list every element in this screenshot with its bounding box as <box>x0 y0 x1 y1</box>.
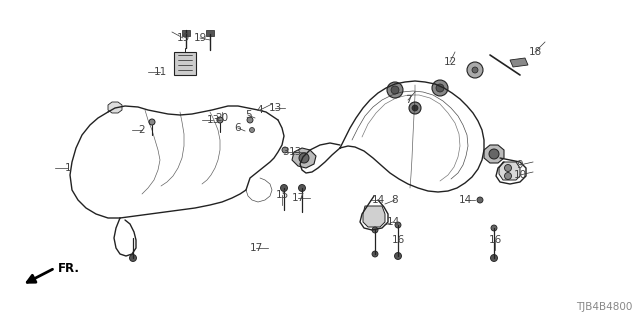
Polygon shape <box>206 30 214 36</box>
Circle shape <box>504 164 511 172</box>
Circle shape <box>467 62 483 78</box>
Text: 8: 8 <box>392 195 398 205</box>
Text: TJB4B4800: TJB4B4800 <box>575 302 632 312</box>
Polygon shape <box>499 162 520 180</box>
Text: 5: 5 <box>244 110 252 120</box>
Circle shape <box>282 147 288 153</box>
Polygon shape <box>363 206 385 227</box>
Circle shape <box>129 254 136 261</box>
Circle shape <box>412 105 418 111</box>
Text: 4: 4 <box>257 105 263 115</box>
Circle shape <box>394 252 401 260</box>
Circle shape <box>490 254 497 261</box>
Text: 14: 14 <box>371 195 385 205</box>
Text: 14: 14 <box>458 195 472 205</box>
Text: 12: 12 <box>444 57 456 67</box>
Circle shape <box>247 117 253 123</box>
Text: 19: 19 <box>193 33 207 43</box>
Text: 10: 10 <box>513 170 527 180</box>
Circle shape <box>372 251 378 257</box>
Circle shape <box>217 117 223 123</box>
Text: 15: 15 <box>275 190 289 200</box>
Text: 2: 2 <box>139 125 145 135</box>
Circle shape <box>432 80 448 96</box>
Text: 18: 18 <box>529 47 541 57</box>
Text: 3: 3 <box>282 147 288 157</box>
Text: 16: 16 <box>488 235 502 245</box>
Text: 13: 13 <box>289 147 301 157</box>
Text: 13: 13 <box>268 103 282 113</box>
Circle shape <box>280 185 287 191</box>
Text: 9: 9 <box>516 160 524 170</box>
Text: 16: 16 <box>392 235 404 245</box>
Polygon shape <box>108 102 122 113</box>
Circle shape <box>298 185 305 191</box>
Circle shape <box>387 82 403 98</box>
Text: 17: 17 <box>291 193 305 203</box>
Text: 19: 19 <box>177 33 189 43</box>
Polygon shape <box>510 58 528 67</box>
Circle shape <box>504 172 511 180</box>
Circle shape <box>491 225 497 231</box>
Text: 13: 13 <box>206 115 220 125</box>
Circle shape <box>391 86 399 94</box>
Circle shape <box>372 227 378 233</box>
Text: FR.: FR. <box>58 261 80 275</box>
Circle shape <box>472 67 478 73</box>
Circle shape <box>149 119 155 125</box>
Circle shape <box>250 127 255 132</box>
Text: 14: 14 <box>387 217 399 227</box>
Text: 6: 6 <box>235 123 241 133</box>
Text: 11: 11 <box>154 67 166 77</box>
Circle shape <box>409 102 421 114</box>
Circle shape <box>299 153 309 163</box>
Text: 20: 20 <box>216 113 228 123</box>
Polygon shape <box>484 145 504 163</box>
Circle shape <box>395 222 401 228</box>
Text: 17: 17 <box>250 243 262 253</box>
Text: 7: 7 <box>404 95 412 105</box>
Polygon shape <box>292 148 316 168</box>
Polygon shape <box>182 30 190 36</box>
Circle shape <box>436 84 444 92</box>
Circle shape <box>489 149 499 159</box>
Text: 1: 1 <box>65 163 71 173</box>
Polygon shape <box>174 52 196 75</box>
Circle shape <box>477 197 483 203</box>
